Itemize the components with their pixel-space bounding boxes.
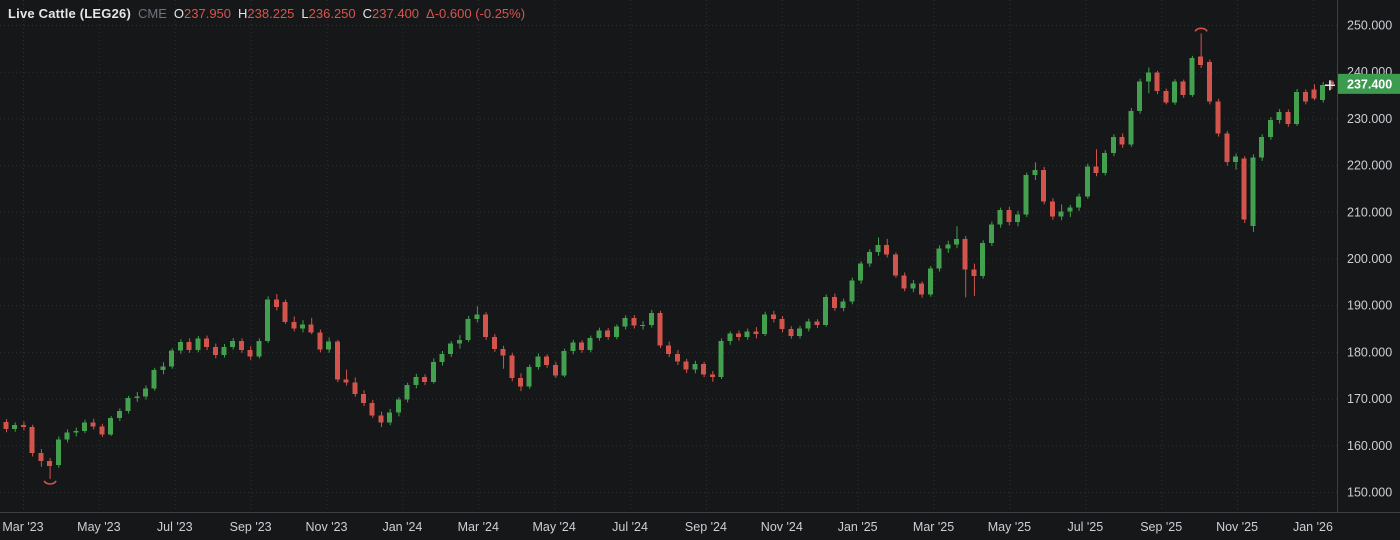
time-tick-label: May '25 [988,520,1031,534]
last-price-plus-icon [1324,80,1335,91]
time-tick-label: Mar '25 [913,520,954,534]
close-field: C237.400 [362,6,420,21]
high-field: H238.225 [238,6,295,21]
time-tick-label: Jul '24 [612,520,648,534]
time-tick-label: Sep '24 [685,520,727,534]
price-tick-label: 230.000 [1347,112,1392,126]
price-scale[interactable] [1337,0,1400,512]
time-tick-label: Sep '23 [230,520,272,534]
low-value: 236.250 [308,6,356,21]
change-value: Δ-0.600 (-0.25%) [426,6,526,21]
last-price-badge [1338,73,1400,94]
price-tick-label: 210.000 [1347,205,1392,219]
time-tick-label: Nov '23 [306,520,348,534]
price-tick-label: 150.000 [1347,486,1392,500]
time-tick-label: Jan '24 [382,520,422,534]
high-value: 238.225 [247,6,295,21]
price-tick-label: 250.000 [1347,19,1392,33]
time-tick-label: Jul '25 [1067,520,1103,534]
symbol-legend: Live Cattle (LEG26) CME O237.950 H238.22… [8,6,525,21]
time-scale[interactable] [0,512,1400,540]
exchange-label: CME [138,6,167,21]
chart-pane[interactable] [0,0,1337,512]
time-tick-label: Sep '25 [1140,520,1182,534]
candles [3,33,1334,479]
symbol-title: Live Cattle (LEG26) [8,6,131,21]
swing-high-arc [1194,27,1208,32]
last-price-badge-value: 237.400 [1347,77,1392,91]
time-tick-label: Nov '25 [1216,520,1258,534]
time-tick-label: Jan '25 [838,520,878,534]
time-tick-label: May '24 [532,520,575,534]
swing-markers [43,27,1335,485]
price-tick-label: 160.000 [1347,439,1392,453]
price-tick-label: 180.000 [1347,345,1392,359]
price-tick-label: 170.000 [1347,392,1392,406]
time-tick-label: Mar '23 [2,520,43,534]
price-tick-label: 220.000 [1347,159,1392,173]
close-value: 237.400 [372,6,420,21]
time-tick-label: Jul '23 [157,520,193,534]
swing-low-arc [43,480,57,485]
open-value: 237.950 [184,6,232,21]
time-tick-label: Jan '26 [1293,520,1333,534]
time-tick-label: May '23 [77,520,120,534]
price-tick-label: 190.000 [1347,299,1392,313]
low-field: L236.250 [301,6,356,21]
time-tick-label: Mar '24 [458,520,499,534]
price-tick-label: 200.000 [1347,252,1392,266]
open-field: O237.950 [173,6,232,21]
time-tick-label: Nov '24 [761,520,803,534]
